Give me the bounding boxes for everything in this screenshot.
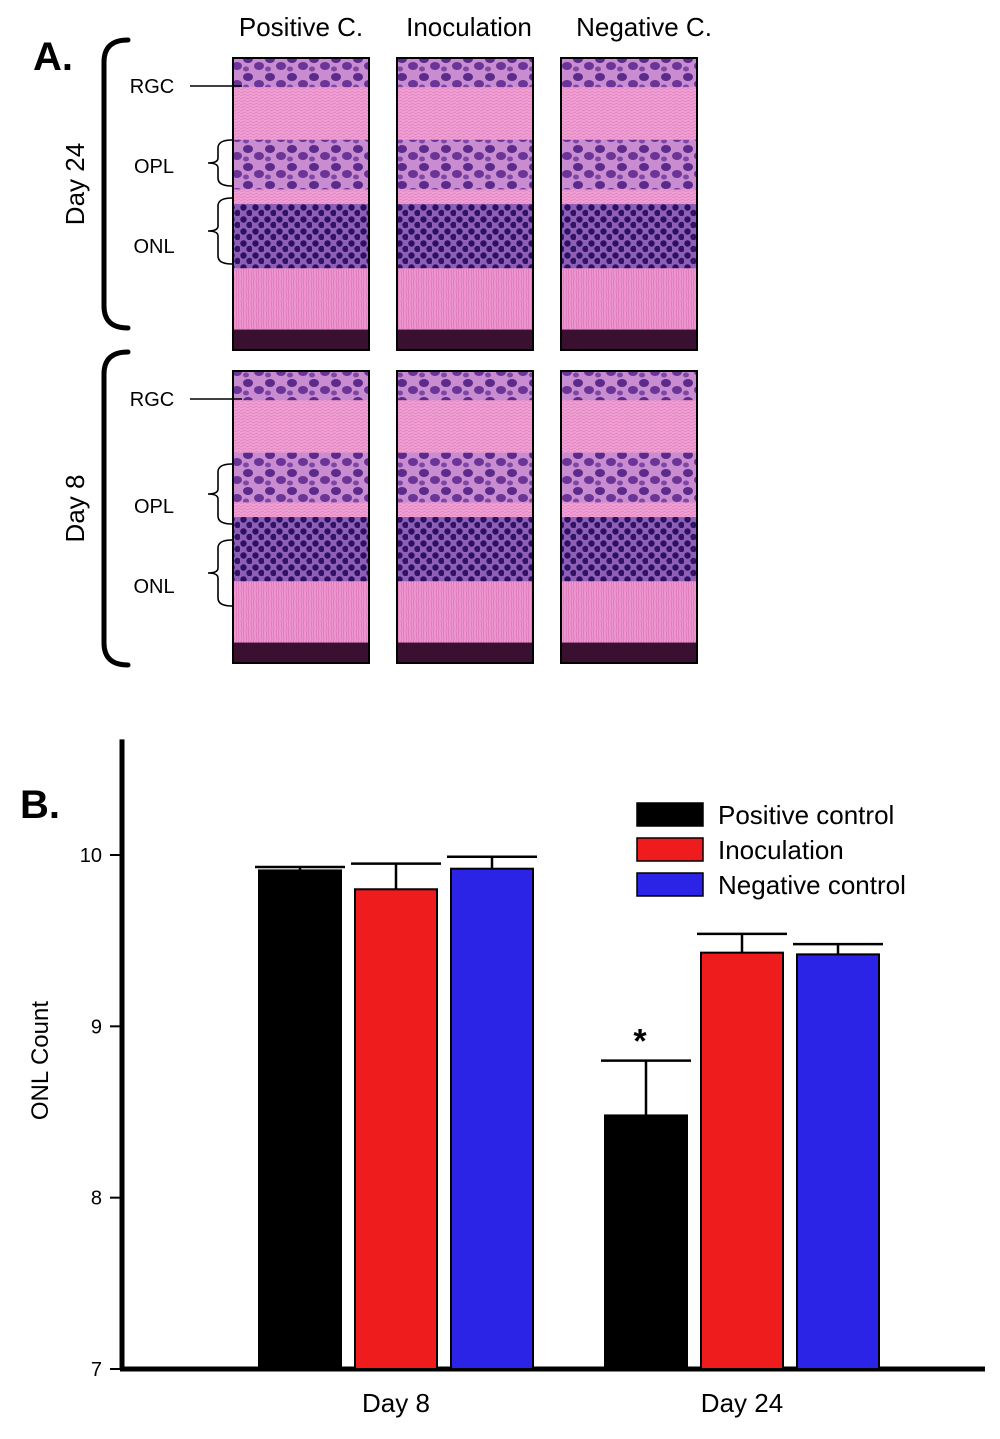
bar-chart: 7 8 9 10 ONL Count Day 8 Day 24 * Positive contr… [27, 739, 985, 1418]
y-tick-label: 9 [91, 1016, 102, 1038]
y-tick-label: 10 [80, 845, 102, 867]
row-bracket [101, 349, 131, 668]
column-headers: Positive C. Inoculation Negative C. [239, 12, 712, 42]
x-tick-label: Day 24 [701, 1388, 783, 1418]
column-header-inoculation: Inoculation [406, 12, 532, 42]
column-header-positive: Positive C. [239, 12, 363, 42]
legend-label: Positive control [718, 800, 894, 830]
bar-positive-control-day24 [604, 1114, 688, 1370]
layer-brace-opl [207, 463, 233, 525]
layer-brace-onl [207, 197, 233, 265]
row-label-day8: Day 8 [60, 475, 90, 543]
legend-swatch [636, 837, 704, 862]
row-bracket [101, 37, 131, 331]
bar-inoculation-day8 [354, 888, 438, 1370]
x-tick-label: Day 8 [362, 1388, 430, 1418]
legend-label: Inoculation [718, 835, 844, 865]
legend: Positive control Inoculation Negative cont… [636, 800, 906, 900]
layer-label-onl: ONL [133, 576, 174, 598]
bar-negative-control-day8 [450, 867, 534, 1370]
histology-tile-day24-negative [560, 57, 698, 351]
layer-label-rgc: RGC [130, 389, 174, 411]
row-labels: Day 24 RGC OPL ONL Day 8 RGC OPL ONL [60, 37, 242, 668]
significance-asterisk: * [633, 1023, 647, 1061]
y-axis-label: ONL Count [27, 1001, 54, 1121]
row-label-day24: Day 24 [60, 143, 90, 225]
legend-swatch [636, 802, 704, 827]
histology-tile-day8-positive [232, 370, 370, 664]
layer-label-onl: ONL [133, 236, 174, 258]
layer-label-rgc: RGC [130, 76, 174, 98]
panel-a-label: A. [33, 35, 73, 79]
legend-swatch [636, 872, 704, 897]
histology-panels [232, 57, 698, 664]
legend-label: Negative control [718, 870, 906, 900]
layer-brace-onl [207, 539, 233, 607]
layer-label-opl: OPL [134, 156, 174, 178]
panel-b-label: B. [20, 783, 60, 827]
y-tick-label: 8 [91, 1188, 102, 1210]
column-header-negative: Negative C. [576, 12, 712, 42]
bar-inoculation-day24 [700, 951, 784, 1370]
histology-tile-day24-positive [232, 57, 370, 351]
histology-tile-day8-negative [560, 370, 698, 664]
y-tick-label: 7 [91, 1359, 102, 1381]
bar-negative-control-day24 [796, 953, 880, 1371]
histology-tile-day24-inoculation [396, 57, 534, 351]
layer-label-opl: OPL [134, 496, 174, 518]
histology-tile-day8-inoculation [396, 370, 534, 664]
bar-positive-control-day8 [258, 869, 342, 1370]
layer-brace-opl [207, 139, 233, 187]
